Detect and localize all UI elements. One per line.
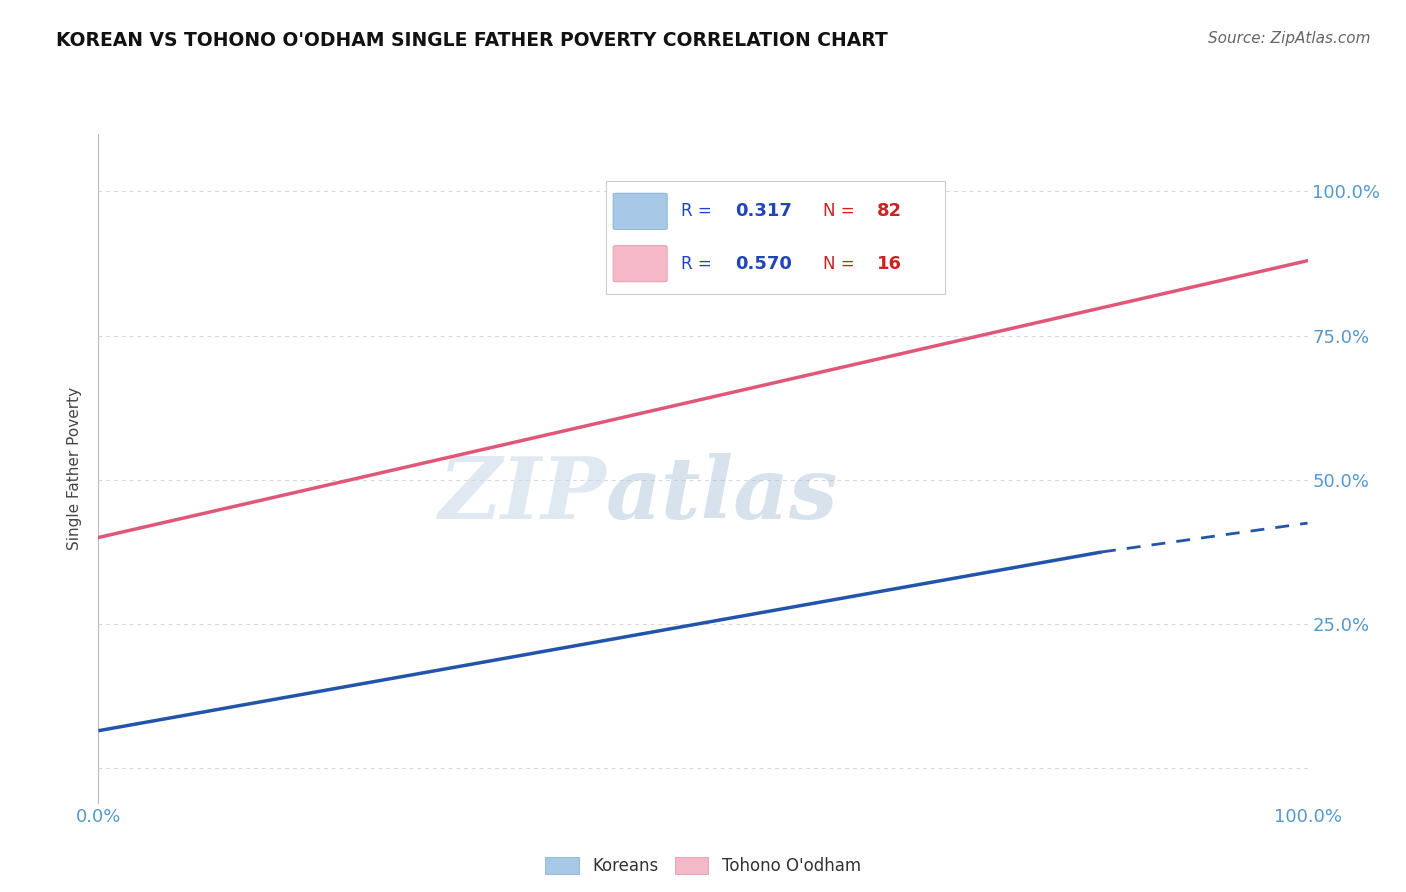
Text: N =: N = (823, 202, 860, 220)
FancyBboxPatch shape (613, 194, 668, 229)
FancyBboxPatch shape (613, 245, 668, 282)
Text: 16: 16 (877, 254, 903, 273)
Text: Source: ZipAtlas.com: Source: ZipAtlas.com (1208, 31, 1371, 46)
Text: N =: N = (823, 254, 860, 273)
Text: 0.317: 0.317 (735, 202, 792, 220)
Text: 82: 82 (877, 202, 903, 220)
Text: 0.570: 0.570 (735, 254, 792, 273)
Y-axis label: Single Father Poverty: Single Father Poverty (67, 387, 83, 549)
Text: R =: R = (681, 202, 717, 220)
Text: R =: R = (681, 254, 717, 273)
Text: ZIP: ZIP (439, 453, 606, 537)
Text: KOREAN VS TOHONO O'ODHAM SINGLE FATHER POVERTY CORRELATION CHART: KOREAN VS TOHONO O'ODHAM SINGLE FATHER P… (56, 31, 889, 50)
Text: atlas: atlas (606, 453, 839, 537)
Legend: Koreans, Tohono O'odham: Koreans, Tohono O'odham (538, 850, 868, 881)
